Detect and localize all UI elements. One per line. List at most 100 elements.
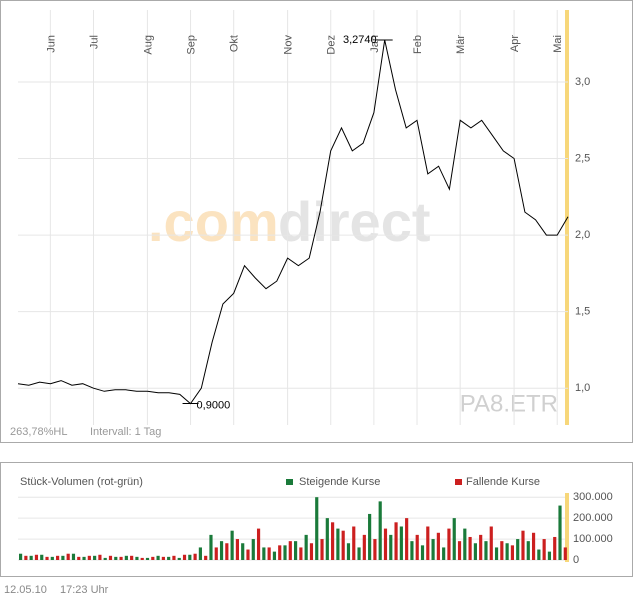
volume-bar (299, 547, 303, 560)
y-tick-label: 100.000 (573, 533, 613, 545)
legend-label: Fallende Kurse (466, 476, 540, 488)
volume-bar (521, 530, 525, 560)
volume-bar (336, 528, 340, 560)
volume-bar (389, 534, 393, 560)
volume-bar (531, 532, 536, 560)
volume-bar (489, 526, 493, 560)
volume-bar (103, 557, 107, 560)
x-tick-label: Feb (412, 35, 424, 54)
volume-bar (394, 522, 398, 560)
volume-bar (452, 518, 456, 560)
volume-bar (214, 547, 218, 560)
volume-bar (526, 541, 530, 560)
x-tick-label: Dez (326, 35, 338, 55)
volume-bar (98, 554, 102, 560)
volume-bar (219, 541, 224, 560)
volume-bar (278, 545, 282, 560)
volume-bar (262, 547, 266, 560)
volume-bar (362, 534, 366, 560)
value-label: 3,2740 (343, 34, 377, 46)
y-tick-label: 300.000 (573, 491, 613, 503)
volume-bar (399, 526, 403, 560)
volume-bar (241, 543, 245, 560)
x-tick-label: Jul (88, 35, 100, 49)
price-line (17, 39, 569, 405)
volume-bar (246, 549, 250, 560)
x-tick-label: Okt (229, 35, 241, 52)
volume-bar (87, 555, 91, 560)
volume-bar (352, 526, 356, 560)
volume-bar (357, 547, 361, 560)
volume-bar (304, 534, 308, 560)
volume-bar (251, 539, 255, 560)
volume-bar (320, 539, 324, 560)
watermark-direct: direct (278, 190, 431, 253)
x-tick-label: Jun (45, 35, 57, 53)
y-tick-label: 2,0 (575, 229, 590, 241)
volume-bar (130, 555, 134, 560)
volume-bar (135, 556, 139, 560)
value-label: 0,9000 (197, 399, 231, 411)
x-tick-label: Sep (185, 35, 197, 55)
volume-bar (71, 553, 76, 560)
volume-bar (151, 556, 155, 560)
legend-swatch (286, 479, 293, 485)
y-tick-label: 1,0 (575, 382, 590, 394)
volume-bar (436, 532, 440, 560)
volume-bar (325, 518, 329, 560)
x-tick-label: Mai (552, 35, 564, 53)
volume-bar (209, 534, 213, 560)
x-tick-label: Aug (142, 35, 154, 55)
volume-bar (61, 555, 65, 560)
volume-bar (82, 556, 86, 560)
volume-bar (188, 554, 192, 560)
volume-bar (410, 541, 414, 560)
volume-bar (114, 556, 118, 560)
volume-bar (346, 543, 351, 560)
volume-bar (505, 543, 509, 560)
volume-bar (283, 545, 287, 560)
volume-bar (119, 556, 123, 560)
x-tick-label: Apr (509, 35, 521, 52)
volume-bar (204, 555, 208, 560)
volume-bar (537, 549, 541, 560)
y-tick-label: 3,0 (575, 76, 590, 88)
volume-bar (235, 539, 239, 560)
x-tick-label: Mär (455, 35, 467, 54)
range-note: 263,78%HL (10, 426, 68, 438)
footer-date: 12.05.10 (4, 584, 47, 596)
volume-bar (172, 555, 176, 560)
volume-bar (294, 541, 298, 560)
y-tick-label: 0 (573, 554, 579, 566)
footer-time: 17:23 Uhr (60, 584, 109, 596)
volume-bar (510, 545, 514, 560)
volume-bar (431, 539, 435, 560)
volume-bar (77, 556, 81, 560)
symbol: PA8.ETR (460, 390, 558, 417)
legend-label: Steigende Kurse (299, 476, 380, 488)
volume-bar (156, 555, 160, 560)
volume-bar (198, 547, 202, 560)
volume-bar (442, 547, 446, 560)
volume-bar (161, 556, 165, 560)
volume-bar (267, 547, 271, 560)
volume-bar (193, 553, 197, 560)
volume-bar (315, 497, 319, 560)
volume-bar (405, 518, 409, 560)
volume-bar (93, 555, 97, 560)
volume-bar (420, 545, 425, 560)
volume-bar (542, 539, 546, 560)
volume-bar (553, 536, 557, 560)
watermark-com: .com (148, 190, 279, 253)
volume-bar (40, 554, 44, 560)
volume-bar (108, 555, 113, 560)
volume-bar (383, 528, 388, 560)
volume-bar (368, 513, 372, 560)
volume-bar (457, 541, 462, 560)
y-tick-label: 1,5 (575, 306, 590, 318)
volume-bar (341, 530, 345, 560)
volume-bar (415, 534, 419, 560)
volume-bar (309, 543, 314, 560)
volume-bar (225, 543, 229, 560)
y-tick-label: 2,5 (575, 152, 590, 164)
